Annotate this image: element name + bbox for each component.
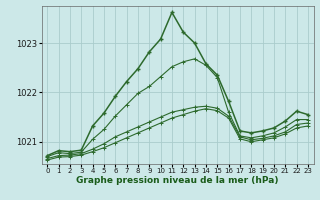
X-axis label: Graphe pression niveau de la mer (hPa): Graphe pression niveau de la mer (hPa)	[76, 176, 279, 185]
